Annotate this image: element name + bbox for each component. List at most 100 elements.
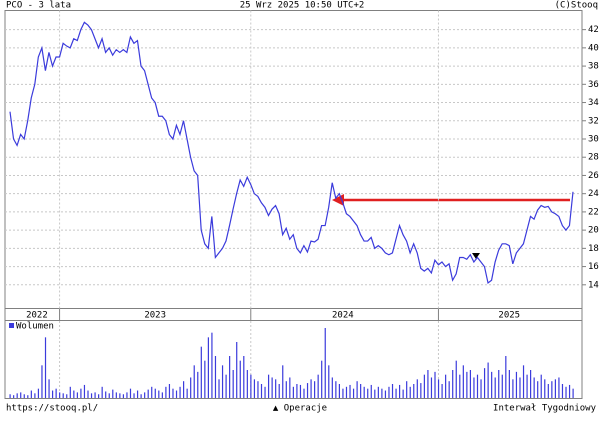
legend-label: Wolumen (16, 322, 54, 332)
volume-bar (445, 374, 447, 398)
volume-bar (267, 374, 270, 398)
marker (472, 253, 480, 259)
volume-bar (16, 393, 18, 398)
volume-bar (561, 384, 564, 398)
volume-bar (161, 392, 163, 398)
volume-bar (83, 384, 86, 398)
volume-bar (80, 388, 82, 398)
volume-bar (572, 388, 574, 398)
volume-bar (314, 381, 316, 398)
volume-bar (59, 392, 61, 398)
volume-bar (480, 379, 482, 398)
y-tick-label: 22 (588, 207, 599, 217)
y-tick-label: 18 (588, 244, 599, 254)
volume-bar (360, 384, 362, 398)
volume-bar (154, 388, 156, 398)
volume-bar (476, 374, 479, 398)
volume-bar (356, 381, 358, 398)
y-tick-label: 40 (588, 43, 599, 53)
volume-bar (76, 392, 78, 398)
volume-bar (335, 381, 337, 398)
footer-url[interactable]: https://stooq.pl/ (6, 404, 98, 414)
y-tick-label: 30 (588, 134, 599, 144)
volume-bar (126, 392, 128, 398)
title: PCO - 3 lata (6, 1, 71, 11)
volume-bar (317, 374, 319, 398)
volume-bar (165, 386, 167, 398)
volume-bar (292, 386, 294, 398)
volume-bar (87, 390, 89, 398)
volume-bar (491, 371, 493, 398)
y-tick-label: 34 (588, 98, 599, 108)
volume-bar (197, 371, 199, 398)
volume-bar (367, 388, 369, 398)
volume-bar (129, 388, 132, 398)
volume-bar (522, 365, 525, 398)
volume-bar (94, 392, 96, 398)
volume-bar (239, 360, 241, 398)
volume-bar (430, 377, 433, 398)
volume-bar (218, 379, 220, 398)
volume-bar (48, 379, 50, 398)
volume-bar (105, 391, 107, 398)
volume-bar (186, 388, 188, 398)
volume-bar (271, 377, 273, 398)
volume-bar (519, 377, 521, 398)
date: 25 Wrz 2025 10:50 UTC+2 (240, 1, 365, 11)
volume-bar (30, 390, 32, 398)
volume-bar (221, 365, 224, 398)
footer-interval: Interwał Tygodniowy (493, 404, 597, 414)
volume-bar (515, 371, 518, 398)
volume-bar (374, 389, 376, 398)
volume-bar (214, 356, 217, 398)
volume-bar (544, 379, 546, 398)
volume-bar (20, 392, 22, 398)
y-tick-label: 28 (588, 153, 599, 163)
volume-bar (34, 393, 36, 398)
volume-bar (324, 328, 326, 398)
volume-bar (62, 393, 64, 398)
volume-bar (246, 370, 248, 398)
volume-bar (133, 393, 135, 398)
volume-bar (565, 386, 567, 398)
volume-bar (193, 365, 195, 398)
year-axis-frame (4, 308, 583, 321)
volume-bar (363, 386, 365, 398)
volume-bar (473, 377, 475, 398)
volume-bar (406, 381, 408, 398)
volume-bar (498, 370, 500, 398)
volume-bar (505, 356, 507, 398)
volume-bar (321, 360, 323, 398)
volume-bar (345, 386, 348, 398)
footer-operations[interactable]: ▲ Operacje (273, 404, 327, 414)
volume-bar (395, 388, 397, 398)
volume-bar (512, 379, 514, 398)
volume-bar (469, 370, 472, 398)
price-line (9, 21, 574, 285)
volume-bar (377, 386, 379, 398)
volume-bar (98, 394, 100, 398)
volume-bar (9, 394, 11, 398)
y-tick-label: 20 (588, 226, 599, 236)
volume-bar (331, 377, 333, 398)
volume-bar (66, 394, 68, 398)
volume-bar (236, 342, 238, 398)
volume-bar (225, 374, 227, 398)
volume-bar (306, 383, 309, 398)
legend-swatch (9, 323, 14, 328)
volume-bar (275, 379, 277, 398)
volume-bar (413, 384, 415, 398)
volume-bar (200, 346, 202, 398)
volume-bar (253, 379, 256, 398)
volume-bar (41, 365, 43, 398)
volume-bar (558, 377, 560, 398)
y-tick-label: 24 (588, 189, 599, 199)
volume-bar (487, 362, 489, 398)
volume-bar (108, 393, 110, 398)
y-tick-label: 14 (588, 280, 599, 290)
volume-bar (257, 381, 259, 398)
volume-bar (122, 394, 125, 398)
volume-bar (352, 388, 355, 398)
volume-bar (441, 384, 443, 398)
volume-bar (416, 379, 418, 398)
